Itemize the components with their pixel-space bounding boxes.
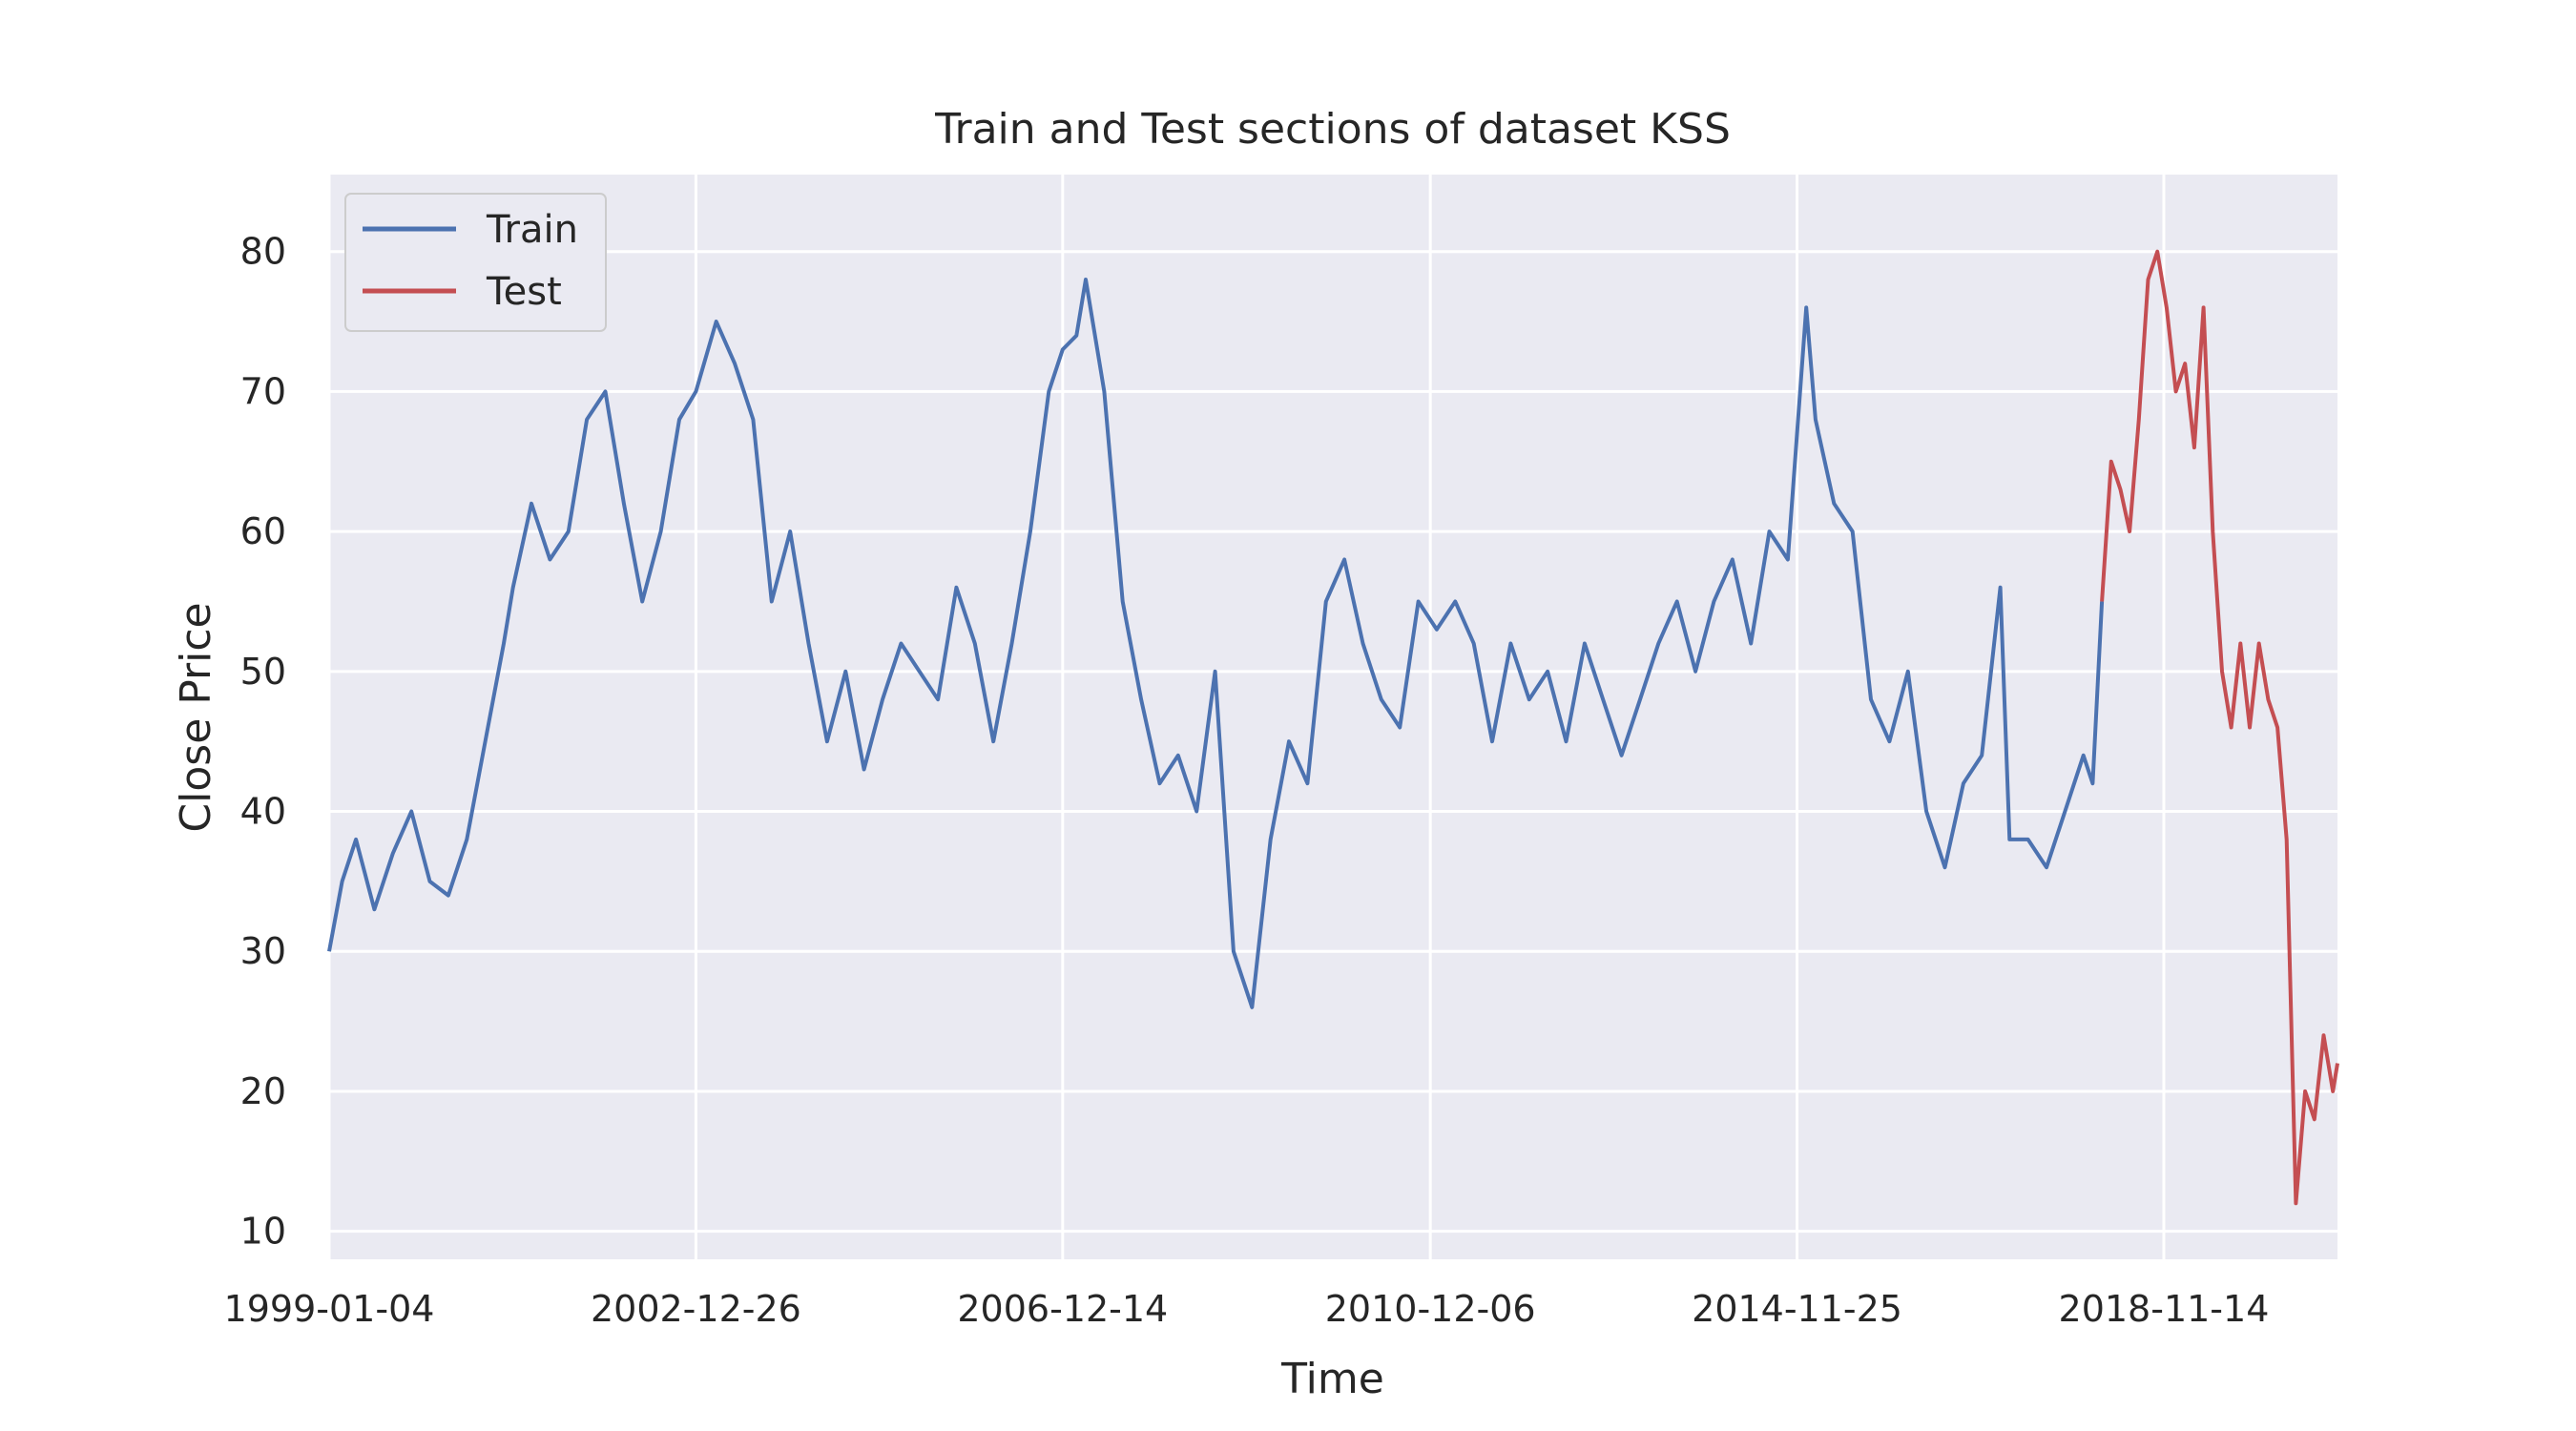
y-tick-label: 30 bbox=[240, 930, 286, 972]
series-lines bbox=[327, 249, 2339, 1206]
legend: Train Test bbox=[344, 193, 607, 332]
y-tick-label: 70 bbox=[240, 370, 286, 412]
y-tick-label: 10 bbox=[240, 1211, 286, 1253]
legend-label-train: Train bbox=[486, 208, 578, 252]
x-tick-label: 2010-12-06 bbox=[1325, 1288, 1536, 1330]
y-tick-label: 80 bbox=[240, 231, 286, 273]
y-tick-label: 40 bbox=[240, 791, 286, 833]
series-line-train bbox=[327, 278, 2105, 1009]
series-line-test bbox=[2100, 249, 2339, 1206]
plot-area bbox=[329, 175, 2337, 1259]
x-tick-label: 2002-12-26 bbox=[591, 1288, 801, 1330]
x-tick-label: 1999-01-04 bbox=[224, 1288, 435, 1330]
x-tick-labels: 1999-01-04 2002-12-26 2006-12-14 2010-12-06… bbox=[224, 1288, 2270, 1330]
x-tick-label: 2018-11-14 bbox=[2059, 1288, 2270, 1330]
x-tick-label: 2014-11-25 bbox=[1692, 1288, 1902, 1330]
x-axis-label: Time bbox=[1280, 1355, 1384, 1403]
y-tick-labels: 10 20 30 40 50 60 70 80 bbox=[240, 231, 286, 1253]
chart-title: Train and Test sections of dataset KSS bbox=[934, 105, 1731, 154]
y-tick-label: 20 bbox=[240, 1070, 286, 1112]
y-tick-label: 50 bbox=[240, 651, 286, 693]
x-tick-label: 2006-12-14 bbox=[957, 1288, 1168, 1330]
y-axis-label: Close Price bbox=[172, 602, 220, 832]
legend-label-test: Test bbox=[486, 270, 562, 314]
y-tick-label: 60 bbox=[240, 510, 286, 552]
